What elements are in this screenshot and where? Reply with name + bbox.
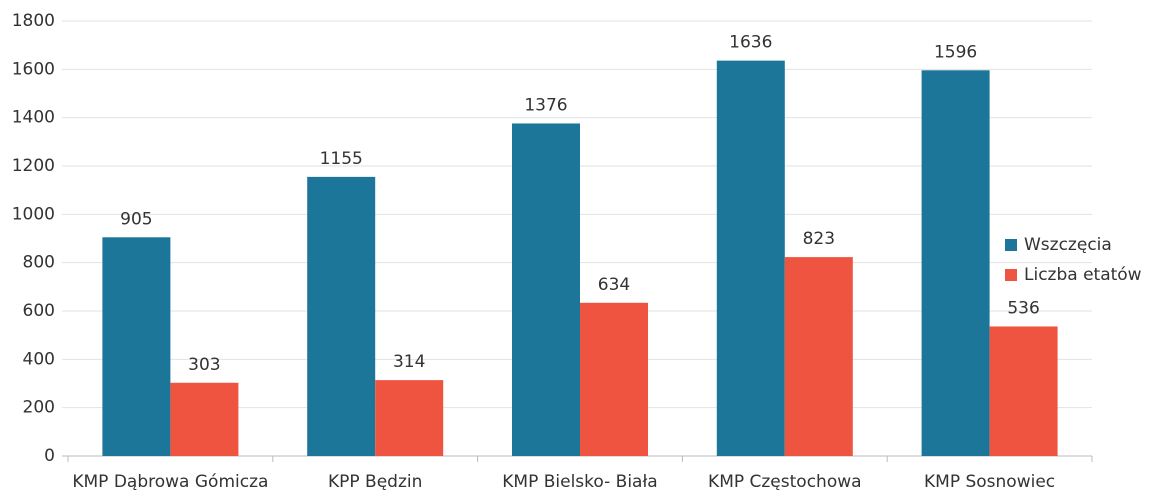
x-tick-label: KMP Częstochowa xyxy=(708,472,862,492)
y-tick-label: 600 xyxy=(23,301,55,321)
data-label: 905 xyxy=(120,209,152,229)
x-tick-label: KPP Będzin xyxy=(328,472,422,492)
y-tick-label: 200 xyxy=(23,398,55,418)
legend-swatch xyxy=(1005,239,1017,251)
bar xyxy=(921,70,990,457)
y-tick-label: 400 xyxy=(23,349,55,369)
legend-swatch xyxy=(1005,269,1017,281)
bar xyxy=(512,123,580,456)
y-tick-label: 800 xyxy=(23,253,55,273)
data-label: 1155 xyxy=(320,149,363,169)
y-tick-label: 1400 xyxy=(12,108,55,128)
y-tick-label: 1800 xyxy=(12,11,55,31)
data-label: 314 xyxy=(393,352,425,372)
bar xyxy=(375,380,444,456)
data-label: 1636 xyxy=(729,33,772,53)
legend-label: Liczba etatów xyxy=(1024,265,1142,285)
x-tick-label: KMP Bielsko- Biała xyxy=(502,472,657,492)
y-tick-label: 1200 xyxy=(12,156,55,176)
data-label: 823 xyxy=(803,229,835,249)
x-tick-label: KMP Sosnowiec xyxy=(924,472,1055,492)
bar xyxy=(102,237,171,456)
bar xyxy=(170,382,239,456)
data-label: 1596 xyxy=(934,42,977,62)
y-tick-label: 1600 xyxy=(12,59,55,79)
bar xyxy=(989,326,1058,456)
legend-label: Wszczęcia xyxy=(1024,235,1112,255)
data-label: 634 xyxy=(598,275,630,295)
bar xyxy=(716,60,785,457)
bar xyxy=(784,257,853,456)
data-label: 303 xyxy=(188,355,220,375)
y-tick-label: 1000 xyxy=(12,204,55,224)
data-label: 1376 xyxy=(524,95,567,115)
x-tick-label: KMP Dąbrowa Gómicza xyxy=(72,472,268,492)
bar xyxy=(307,176,376,456)
bar xyxy=(580,302,648,456)
y-tick-label: 0 xyxy=(44,446,55,466)
data-label: 536 xyxy=(1007,298,1039,318)
